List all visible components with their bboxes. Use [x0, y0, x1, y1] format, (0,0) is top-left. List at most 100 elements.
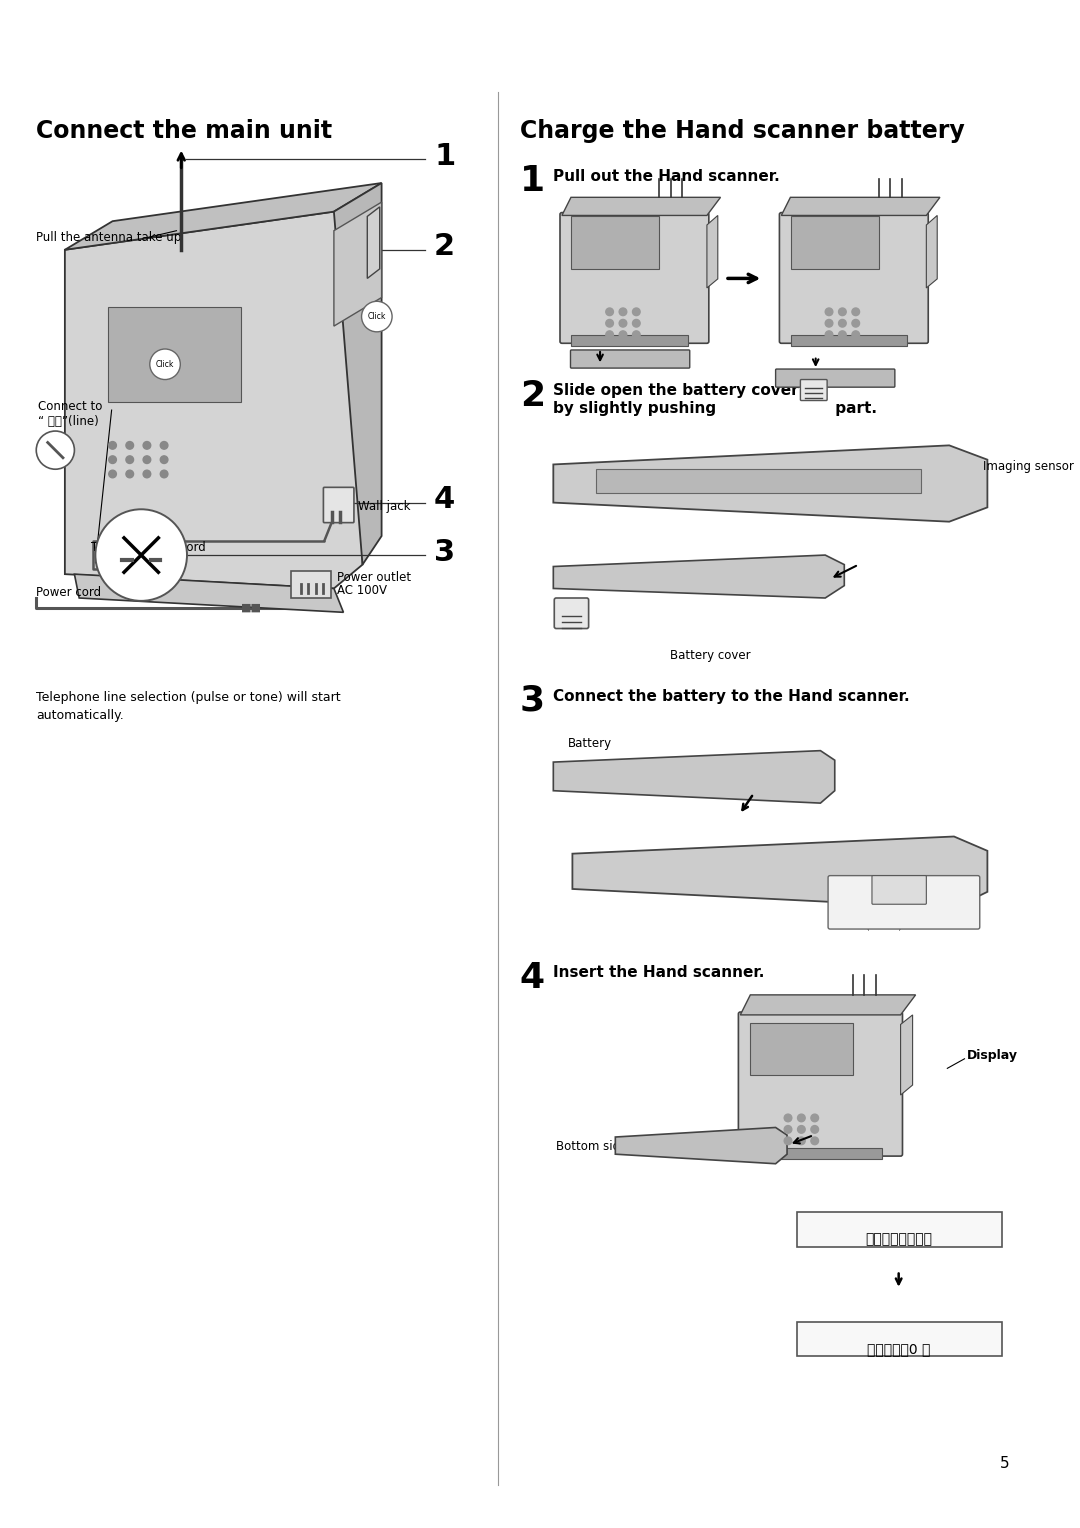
Text: “ 回線”(line): “ 回線”(line) — [38, 414, 99, 428]
Text: Connect the battery to the Hand scanner.: Connect the battery to the Hand scanner. — [553, 689, 910, 703]
Text: Slide open the battery cover: Slide open the battery cover — [553, 384, 799, 399]
Polygon shape — [553, 750, 835, 804]
Text: 読取枚数　0 枚: 読取枚数 0 枚 — [867, 1342, 930, 1357]
Polygon shape — [334, 183, 381, 565]
Text: Connect to: Connect to — [38, 399, 103, 413]
Circle shape — [784, 1137, 792, 1144]
Text: Battery cover: Battery cover — [671, 649, 751, 662]
Text: Click: Click — [156, 359, 174, 368]
FancyBboxPatch shape — [800, 379, 827, 400]
Circle shape — [606, 319, 613, 327]
Bar — [291, 571, 332, 597]
Circle shape — [811, 1126, 819, 1134]
Circle shape — [825, 319, 833, 327]
Circle shape — [37, 431, 75, 469]
Polygon shape — [65, 183, 381, 249]
Bar — [108, 307, 241, 402]
Text: Pull the antenna take up: Pull the antenna take up — [37, 231, 181, 244]
Circle shape — [825, 309, 833, 316]
Text: 5: 5 — [1000, 1456, 1010, 1471]
Polygon shape — [616, 1128, 787, 1164]
Circle shape — [811, 1114, 819, 1122]
Polygon shape — [367, 206, 380, 278]
Circle shape — [606, 332, 613, 339]
Text: Power cord: Power cord — [37, 585, 102, 599]
Circle shape — [852, 332, 860, 339]
FancyBboxPatch shape — [323, 487, 354, 523]
Circle shape — [852, 319, 860, 327]
Text: 4: 4 — [519, 961, 545, 995]
Text: automatically.: automatically. — [37, 709, 124, 721]
Text: Imaging sensor: Imaging sensor — [983, 460, 1074, 472]
FancyBboxPatch shape — [570, 350, 690, 368]
Bar — [571, 217, 659, 269]
Polygon shape — [562, 197, 720, 215]
Circle shape — [126, 442, 134, 449]
Text: 2: 2 — [519, 379, 545, 413]
Text: by slightly pushing: by slightly pushing — [553, 402, 716, 417]
Circle shape — [797, 1137, 806, 1144]
Circle shape — [838, 309, 847, 316]
Text: スキャナー設定中: スキャナー設定中 — [865, 1233, 932, 1247]
Polygon shape — [901, 1015, 913, 1096]
Circle shape — [784, 1126, 792, 1134]
Circle shape — [825, 332, 833, 339]
Circle shape — [797, 1126, 806, 1134]
Text: Insert the Hand scanner.: Insert the Hand scanner. — [553, 966, 765, 981]
Text: 1: 1 — [519, 163, 545, 199]
Text: Click: Click — [367, 312, 386, 321]
Bar — [750, 1022, 853, 1076]
Circle shape — [619, 332, 626, 339]
Circle shape — [144, 442, 151, 449]
Circle shape — [160, 442, 167, 449]
Text: part.: part. — [831, 402, 877, 417]
FancyBboxPatch shape — [780, 212, 928, 344]
Bar — [797, 1212, 1002, 1247]
Circle shape — [362, 301, 392, 332]
Polygon shape — [781, 197, 940, 215]
Circle shape — [109, 471, 117, 478]
FancyBboxPatch shape — [775, 370, 895, 387]
Text: 2: 2 — [434, 232, 455, 261]
Bar — [571, 335, 688, 347]
FancyBboxPatch shape — [872, 876, 927, 905]
Bar — [791, 335, 907, 347]
Circle shape — [109, 455, 117, 463]
Circle shape — [160, 471, 167, 478]
Circle shape — [633, 309, 640, 316]
FancyBboxPatch shape — [828, 876, 980, 929]
Circle shape — [126, 455, 134, 463]
Text: AC 100V: AC 100V — [337, 584, 387, 597]
Text: Display: Display — [967, 1050, 1017, 1062]
Circle shape — [144, 455, 151, 463]
Polygon shape — [927, 215, 937, 287]
Circle shape — [619, 319, 626, 327]
Text: Charge the Hand scanner battery: Charge the Hand scanner battery — [519, 119, 964, 144]
Circle shape — [150, 348, 180, 379]
Text: Bottom side—: Bottom side— — [556, 1140, 639, 1154]
Circle shape — [126, 471, 134, 478]
Text: Battery: Battery — [568, 736, 611, 750]
Polygon shape — [334, 202, 381, 325]
FancyBboxPatch shape — [561, 212, 708, 344]
Circle shape — [144, 471, 151, 478]
FancyBboxPatch shape — [554, 597, 589, 628]
Text: 3: 3 — [434, 538, 455, 567]
Text: Cord (Black): Cord (Black) — [838, 920, 902, 931]
Bar — [750, 1148, 881, 1158]
Polygon shape — [572, 836, 987, 908]
Circle shape — [811, 1137, 819, 1144]
Circle shape — [838, 319, 847, 327]
Polygon shape — [553, 445, 987, 521]
Circle shape — [784, 1114, 792, 1122]
Text: Cord (Red): Cord (Red) — [838, 888, 893, 898]
Circle shape — [606, 309, 613, 316]
Circle shape — [797, 1114, 806, 1122]
Circle shape — [160, 455, 167, 463]
Circle shape — [95, 509, 187, 601]
Text: 3: 3 — [519, 685, 545, 718]
Text: Pull out the Hand scanner.: Pull out the Hand scanner. — [553, 168, 780, 183]
Bar — [797, 1322, 1002, 1357]
Circle shape — [852, 309, 860, 316]
Text: Power outlet: Power outlet — [337, 570, 410, 584]
